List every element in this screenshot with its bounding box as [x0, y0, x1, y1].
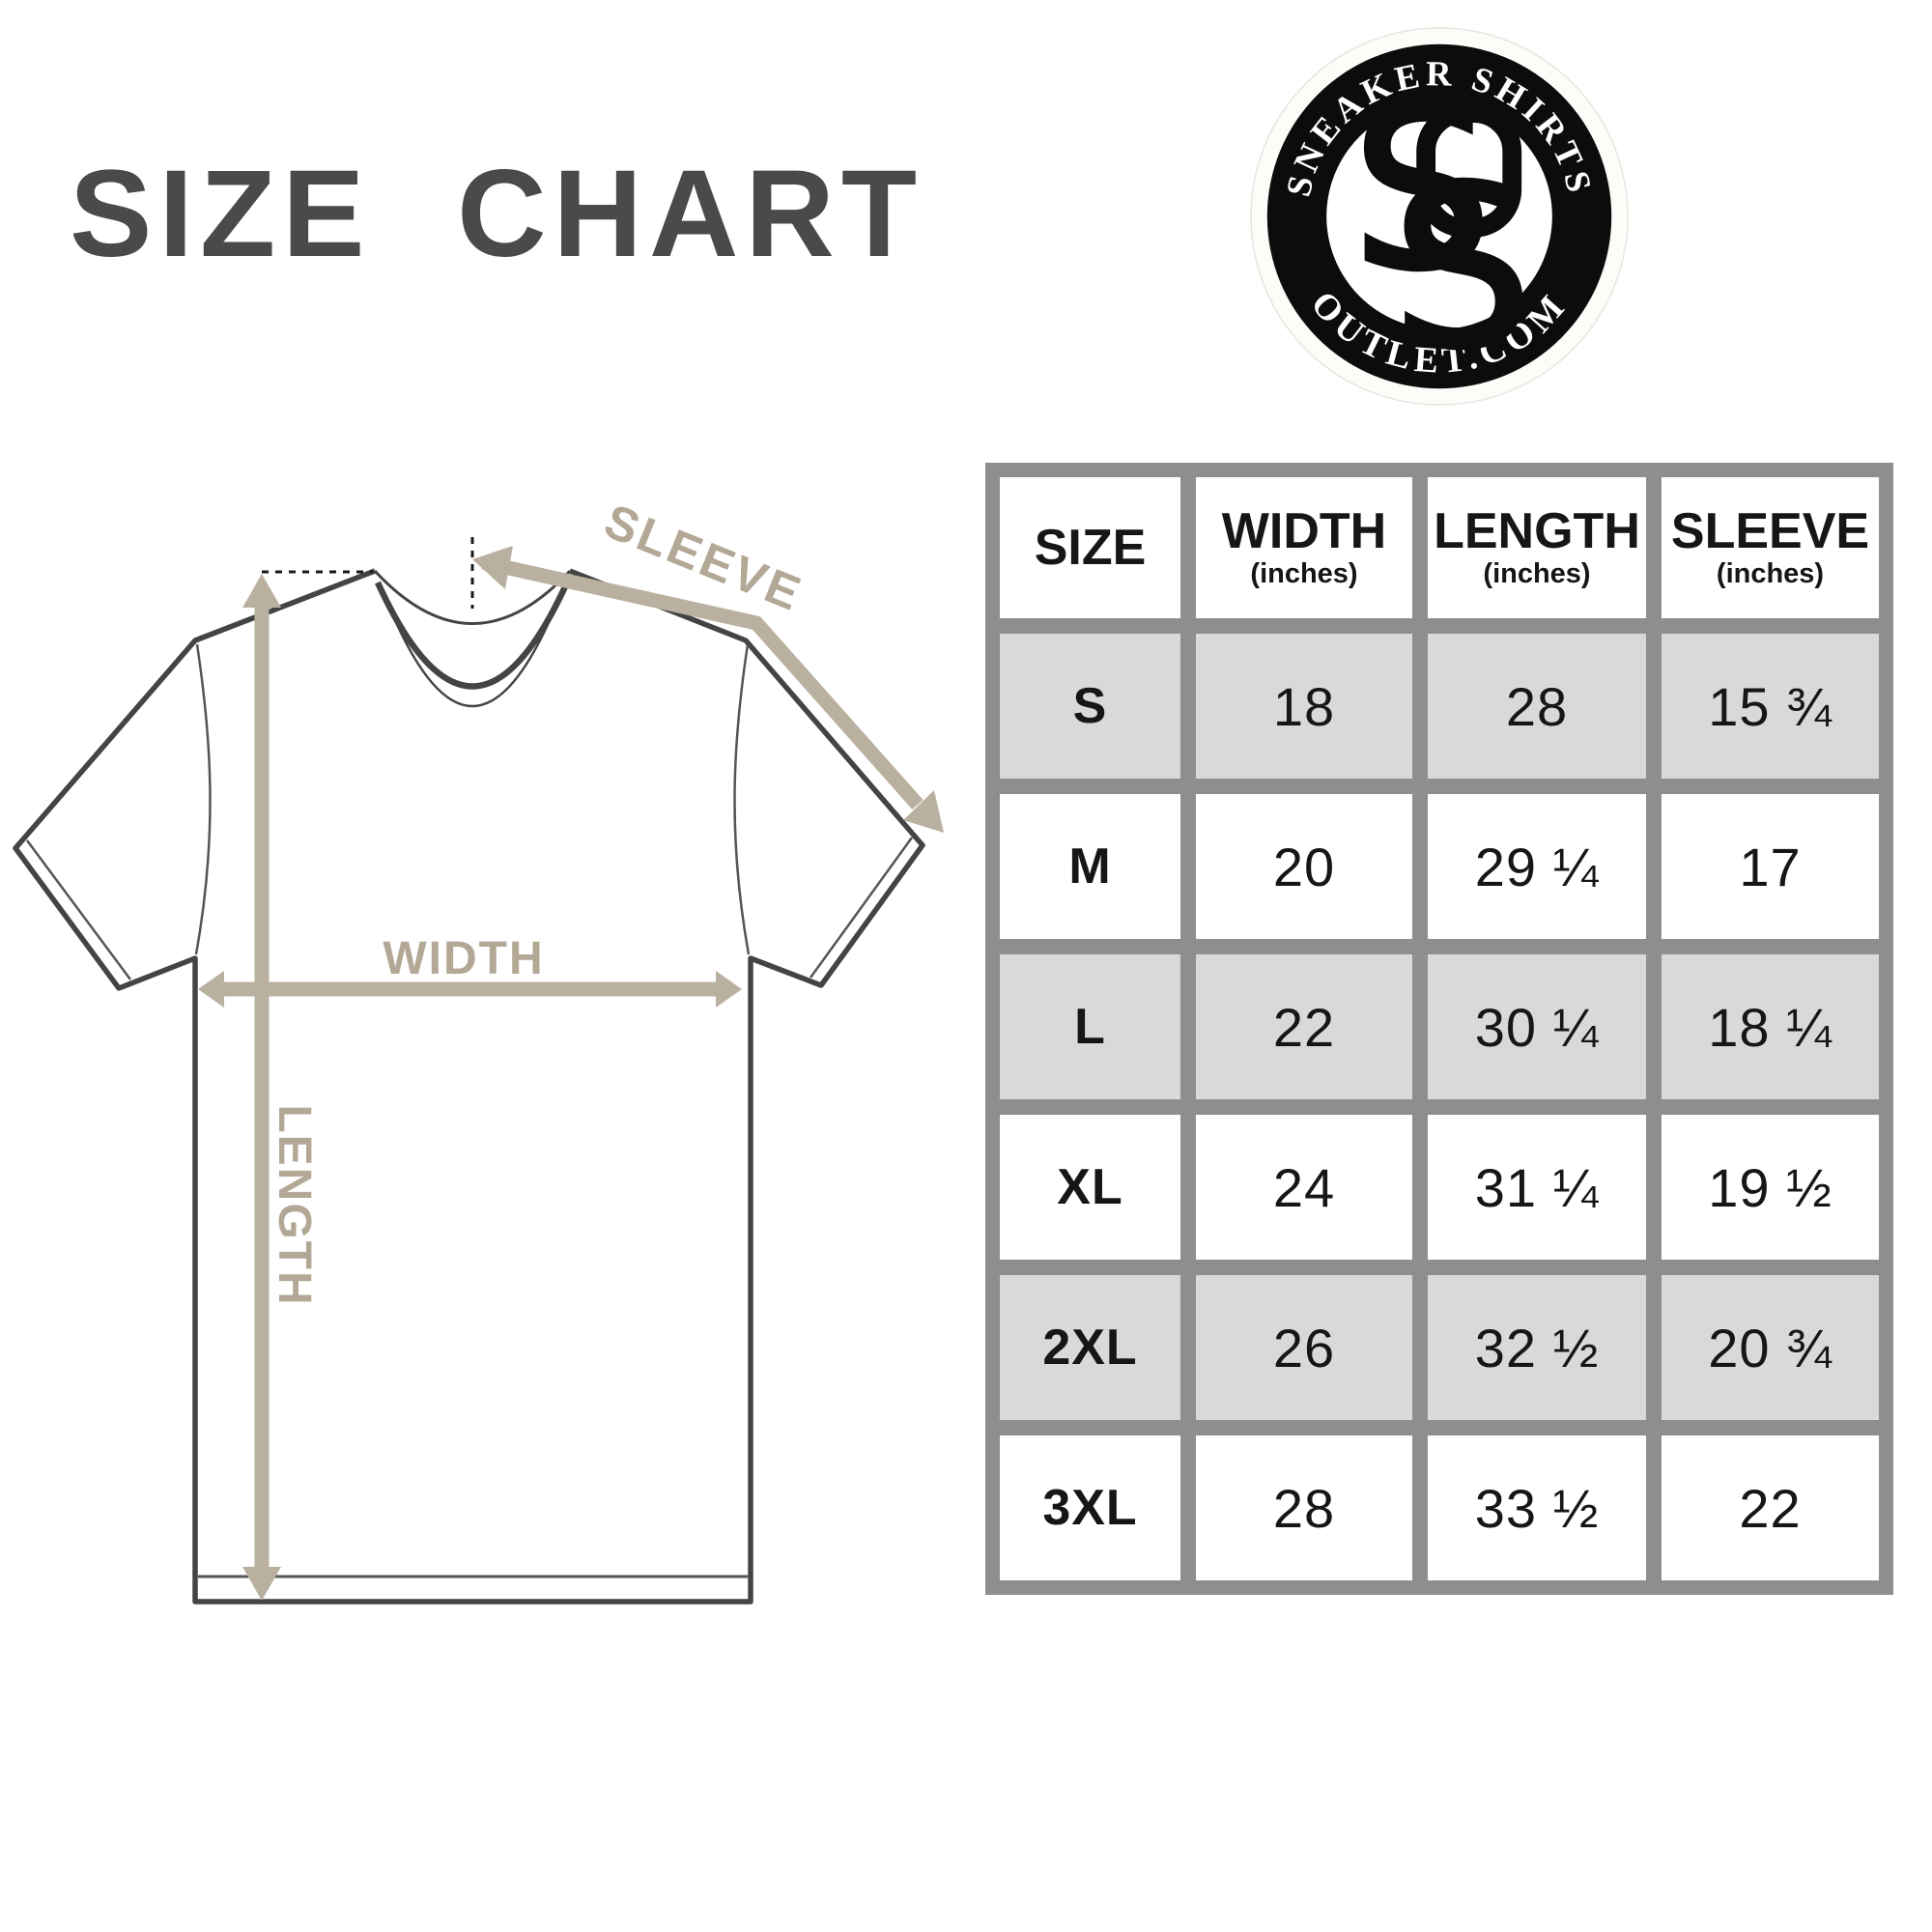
width-cell-l: 22	[1196, 954, 1412, 1099]
col-header-sleeve: SLEEVE (inches)	[1662, 477, 1879, 618]
width-cell-s: 18	[1196, 634, 1412, 779]
width-arrow	[198, 971, 742, 1008]
page-title: SIZE CHART	[70, 145, 923, 283]
size-table: SIZE WIDTH (inches) LENGTH (inches) SLEE…	[985, 463, 1893, 1595]
size-cell-s: S	[1000, 634, 1180, 779]
col-header-sub: (inches)	[1250, 557, 1358, 589]
col-header-label: WIDTH	[1221, 503, 1387, 560]
length-label: LENGTH	[269, 1104, 320, 1306]
col-header-label: SLEEVE	[1670, 503, 1870, 560]
left-cuff-seam	[25, 839, 132, 980]
length-cell-xl: 31 ¼	[1428, 1115, 1646, 1260]
length-cell-2xl: 32 ½	[1428, 1275, 1646, 1420]
size-cell-xl: XL	[1000, 1115, 1180, 1260]
sleeve-cell-l: 18 ¼	[1662, 954, 1879, 1099]
col-header-sub: (inches)	[1716, 557, 1825, 589]
size-cell-l: L	[1000, 954, 1180, 1099]
width-cell-m: 20	[1196, 794, 1412, 939]
width-cell-2xl: 26	[1196, 1275, 1412, 1420]
sleeve-cell-xl: 19 ½	[1662, 1115, 1879, 1260]
collar-front-line	[375, 581, 570, 690]
col-header-label: LENGTH	[1434, 503, 1640, 560]
sleeve-cell-s: 15 ¾	[1662, 634, 1879, 779]
col-header-width: WIDTH (inches)	[1196, 477, 1412, 618]
width-cell-xl: 24	[1196, 1115, 1412, 1260]
length-cell-m: 29 ¼	[1428, 794, 1646, 939]
col-header-sub: (inches)	[1483, 557, 1591, 589]
col-header-size: SIZE	[1000, 477, 1180, 618]
length-cell-3xl: 33 ½	[1428, 1435, 1646, 1580]
size-cell-2xl: 2XL	[1000, 1275, 1180, 1420]
monogram-s2: S	[1392, 140, 1533, 398]
length-cell-l: 30 ¼	[1428, 954, 1646, 1099]
sneaker-shirts-outlet-logo-icon: SNEAKER SHIRTS OUTLET.COM S S	[1250, 27, 1629, 406]
size-cell-m: M	[1000, 794, 1180, 939]
size-cell-3xl: 3XL	[1000, 1435, 1180, 1580]
collar-rib-line	[383, 594, 562, 708]
right-side-seam	[733, 643, 751, 955]
collar-back-line	[373, 569, 572, 625]
left-side-seam	[194, 643, 212, 955]
sleeve-cell-3xl: 22	[1662, 1435, 1879, 1580]
length-cell-s: 28	[1428, 634, 1646, 779]
col-header-length: LENGTH (inches)	[1428, 477, 1646, 618]
sleeve-cell-2xl: 20 ¾	[1662, 1275, 1879, 1420]
tshirt-outline	[13, 568, 925, 1605]
width-cell-3xl: 28	[1196, 1435, 1412, 1580]
sleeve-cell-m: 17	[1662, 794, 1879, 939]
logo-monogram: S S	[1350, 59, 1535, 400]
monogram-o-ring	[1416, 103, 1522, 238]
col-header-label: SIZE	[1034, 519, 1147, 576]
tshirt-diagram: WIDTH LENGTH SLEEVE	[13, 494, 944, 1605]
width-label: WIDTH	[383, 933, 544, 984]
tshirt-body-fill	[15, 571, 923, 1602]
right-cuff-seam	[809, 837, 914, 979]
sleeve-arrow	[472, 546, 944, 833]
length-arrow	[242, 574, 281, 1601]
brand-logo: SNEAKER SHIRTS OUTLET.COM S S	[1248, 25, 1631, 408]
